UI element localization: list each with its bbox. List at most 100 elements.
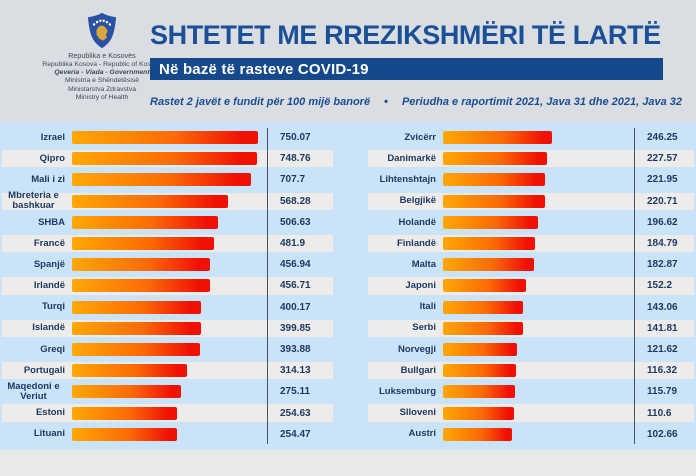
chart-area: Izrael 750.07 Qipro 748.76 Mali i zi 707.7 Mbr… [0, 122, 696, 450]
value-bar [72, 342, 200, 356]
kosovo-government-logo: Republika e Kosovës Republika Kosova - R… [28, 12, 176, 102]
logo-text-line: Ministarstva Zdravstva [68, 85, 136, 93]
bar-track [443, 194, 634, 208]
country-label: Qipro [39, 152, 65, 164]
chart-row: Finlandë 184.79 [368, 233, 694, 254]
page-title: SHTETET ME RREZIKSHMËRI TË LARTË [150, 20, 661, 50]
value-label: 227.57 [647, 153, 678, 165]
value-label: 314.13 [280, 365, 311, 377]
country-label: Austri [408, 428, 436, 440]
caption-right-text: Periudha e raportimit 2021, Java 31 dhe … [401, 96, 682, 108]
country-label: Greqi [40, 343, 65, 355]
value-bar [72, 237, 215, 251]
value-bar [443, 385, 516, 399]
value-label: 393.88 [280, 343, 311, 355]
chart-row: Serbi 141.81 [368, 318, 694, 339]
bar-track [443, 237, 634, 251]
footer-spacer [0, 450, 696, 476]
value-bar [72, 321, 201, 335]
chart-row: Portugali 314.13 [2, 360, 333, 381]
value-label: 246.25 [647, 132, 678, 144]
country-label: Zvicërr [404, 131, 436, 143]
bar-track [443, 427, 634, 441]
bar-track [443, 364, 634, 378]
value-bar [443, 152, 547, 166]
bar-track [443, 131, 634, 145]
bar-track [443, 342, 634, 356]
chart-row: Holandë 196.62 [368, 212, 694, 233]
value-label: 750.07 [280, 132, 311, 144]
value-bar [72, 364, 187, 378]
value-label: 220.71 [647, 195, 678, 207]
chart-row: Estoni 254.63 [2, 402, 333, 423]
country-label: Estoni [35, 407, 65, 419]
country-label: Islandë [32, 322, 65, 334]
chart-row: Itali 143.06 [368, 297, 694, 318]
bar-track [72, 194, 267, 208]
chart-row: Mbreteria e bashkuar 568.28 [2, 191, 333, 212]
chart-row: Slloveni 110.6 [368, 402, 694, 423]
bar-track [72, 152, 267, 166]
bar-track [443, 321, 634, 335]
country-label: Danimarkë [387, 152, 436, 164]
value-label: 141.81 [647, 322, 678, 334]
value-bar [72, 173, 251, 187]
chart-row: Bullgari 116.32 [368, 360, 694, 381]
value-label: 456.71 [280, 280, 311, 292]
country-label: Malta [411, 258, 436, 270]
country-label: Turqi [41, 301, 65, 313]
value-label: 707.7 [280, 174, 306, 186]
chart-column-right: Zvicërr 246.25 Danimarkë 227.57 Lihtenshtajn… [368, 127, 694, 445]
value-label: 399.85 [280, 322, 311, 334]
logo-text-line: Ministry of Health [75, 93, 129, 101]
value-bar [72, 427, 178, 441]
bar-track [72, 385, 267, 399]
bar-track [443, 215, 634, 229]
value-label: 481.9 [280, 238, 306, 250]
chart-row: Francë 481.9 [2, 233, 333, 254]
value-label: 143.06 [647, 301, 678, 313]
subtitle-text: Në bazë të rasteve COVID-19 [159, 60, 369, 78]
country-label: Irlandë [33, 280, 65, 292]
chart-row: Qipro 748.76 [2, 148, 333, 169]
value-label: 748.76 [280, 153, 311, 165]
chart-row: Izrael 750.07 [2, 127, 333, 148]
value-label: 506.63 [280, 216, 311, 228]
chart-column-left: Izrael 750.07 Qipro 748.76 Mali i zi 707.7 Mbr… [2, 127, 333, 445]
chart-row: Maqedoni e Veriut 275.11 [2, 381, 333, 402]
value-bar [72, 152, 258, 166]
country-label: Norvegji [397, 343, 436, 355]
country-label: Finlandë [396, 237, 436, 249]
bar-track [72, 342, 267, 356]
chart-row: Norvegji 121.62 [368, 339, 694, 360]
value-label: 196.62 [647, 216, 678, 228]
value-bar [443, 173, 546, 187]
bar-track [443, 152, 634, 166]
country-label: Mbreteria e bashkuar [8, 190, 59, 212]
chart-row: Zvicërr 246.25 [368, 127, 694, 148]
bar-track [72, 300, 267, 314]
value-bar [443, 427, 512, 441]
value-bar [443, 258, 535, 272]
value-bar [443, 300, 524, 314]
value-label: 221.95 [647, 174, 678, 186]
country-label: Lihtenshtajn [379, 174, 436, 186]
chart-row: Lituani 254.47 [2, 424, 333, 445]
country-label: Holandë [398, 216, 436, 228]
value-label: 456.94 [280, 259, 311, 271]
bar-track [443, 300, 634, 314]
value-label: 275.11 [280, 386, 311, 398]
chart-row: Luksemburg 115.79 [368, 381, 694, 402]
bar-track [72, 364, 267, 378]
bar-track [72, 131, 267, 145]
caption-left-text: Rastet 2 javët e fundit për 100 mijë ban… [150, 96, 371, 108]
chart-row: Lihtenshtajn 221.95 [368, 169, 694, 190]
value-label: 102.66 [647, 428, 678, 440]
value-label: 116.32 [647, 365, 678, 377]
value-bar [72, 194, 229, 208]
bar-track [443, 173, 634, 187]
bar-track [443, 279, 634, 293]
value-label: 115.79 [647, 386, 678, 398]
value-bar [443, 321, 523, 335]
value-bar [72, 406, 178, 420]
